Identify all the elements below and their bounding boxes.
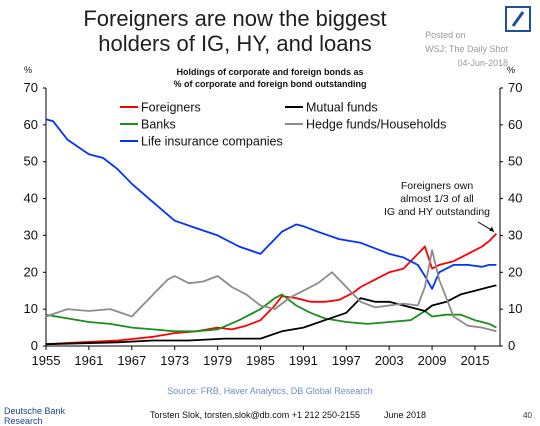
- x-tick-label: 1973: [160, 353, 189, 368]
- posted-on-label: Posted on: [425, 30, 466, 40]
- subtitle-line-1: Holdings of corporate and foreign bonds …: [176, 67, 364, 77]
- y-tick-label-right: 40: [508, 191, 522, 206]
- chart-title: Foreigners are now the biggest holders o…: [0, 6, 470, 56]
- x-tick-label: 2015: [461, 353, 490, 368]
- chart-axes: 0 0 10 10 20 20 30 30 40 40 50 50 60 60 70 70% % 1955 1961…: [24, 65, 523, 368]
- legend-label-hedge-funds-households: Hedge funds/Households: [306, 118, 446, 132]
- x-tick-label: 1985: [246, 353, 275, 368]
- y-tick-label-right: 60: [508, 117, 522, 132]
- series-line-foreigners: [45, 232, 498, 346]
- x-tick-label: 1991: [289, 353, 318, 368]
- series-line-life-insurance-companies: [45, 118, 497, 290]
- chart-subtitle: Holdings of corporate and foreign bonds …: [0, 66, 540, 90]
- x-tick-label: 1955: [32, 353, 61, 368]
- x-tick-label: 2003: [375, 353, 404, 368]
- series-line-mutual-funds: [45, 284, 497, 346]
- x-tick-label: 1967: [117, 353, 146, 368]
- subtitle-line-2: % of corporate and foreign bond outstand…: [173, 79, 367, 89]
- y-tick-label-left: 70: [24, 80, 38, 95]
- y-tick-label-right: 10: [508, 301, 522, 316]
- title-line-2: holders of IG, HY, and loans: [98, 31, 372, 56]
- footer-author: Torsten Slok, torsten.slok@db.com +1 212…: [150, 410, 361, 420]
- y-tick-label-left: 50: [24, 154, 38, 169]
- series-line-hedge-funds-households: [45, 249, 497, 333]
- y-tick-label-left: 40: [24, 191, 38, 206]
- y-tick-label-left: 60: [24, 117, 38, 132]
- slash-icon: [511, 11, 525, 27]
- x-tick-label: 2009: [418, 353, 447, 368]
- annotation-text-line: IG and HY outstanding: [384, 206, 490, 218]
- annotation-arrowhead: [488, 226, 494, 232]
- annotation-text-line: almost 1/3 of all: [400, 193, 474, 205]
- legend-label-mutual-funds: Mutual funds: [306, 101, 378, 115]
- legend-label-foreigners: Foreigners: [141, 101, 201, 115]
- annotation-text-line: Foreigners own: [401, 180, 474, 192]
- y-tick-label-left: 20: [24, 264, 38, 279]
- y-tick-label-left: 0: [31, 338, 38, 353]
- legend-label-life-insurance-companies: Life insurance companies: [141, 135, 283, 149]
- footer-bank-name: Deutsche Bank: [4, 406, 66, 416]
- y-tick-label-right: 20: [508, 264, 522, 279]
- source-note: Source: FRB, Haver Analytics, DB Global …: [167, 386, 373, 396]
- y-tick-label-left: 10: [24, 301, 38, 316]
- deutsche-bank-logo: [505, 6, 531, 32]
- y-axis-unit-left: %: [24, 65, 32, 75]
- y-tick-label-right: 30: [508, 227, 522, 242]
- chart-lines: [45, 118, 498, 346]
- posted-source: WSJ: The Daily Shot: [425, 44, 508, 54]
- series-line-banks: [45, 293, 497, 333]
- chart-legend: Foreigners Mutual funds Banks Hedge funds/H…: [120, 101, 446, 149]
- page-number: 40: [523, 411, 532, 420]
- y-tick-label-right: 70: [508, 80, 522, 95]
- x-tick-label: 1979: [203, 353, 232, 368]
- x-tick-label: 1961: [74, 353, 103, 368]
- x-tick-label: 1997: [332, 353, 361, 368]
- y-axis-unit-right: %: [507, 65, 515, 75]
- title-line-1: Foreigners are now the biggest: [83, 6, 387, 31]
- footer-date: June 2018: [384, 410, 427, 420]
- footer-bank: Deutsche Bank Research: [4, 406, 65, 426]
- y-tick-label-left: 30: [24, 227, 38, 242]
- footer-bank-research: Research: [4, 416, 43, 426]
- y-tick-label-right: 0: [508, 338, 515, 353]
- legend-label-banks: Banks: [141, 118, 176, 132]
- posted-info: Posted on WSJ: The Daily Shot 04-Jun-201…: [425, 28, 508, 70]
- y-tick-label-right: 50: [508, 154, 522, 169]
- posted-date: 04-Jun-2018: [457, 58, 508, 68]
